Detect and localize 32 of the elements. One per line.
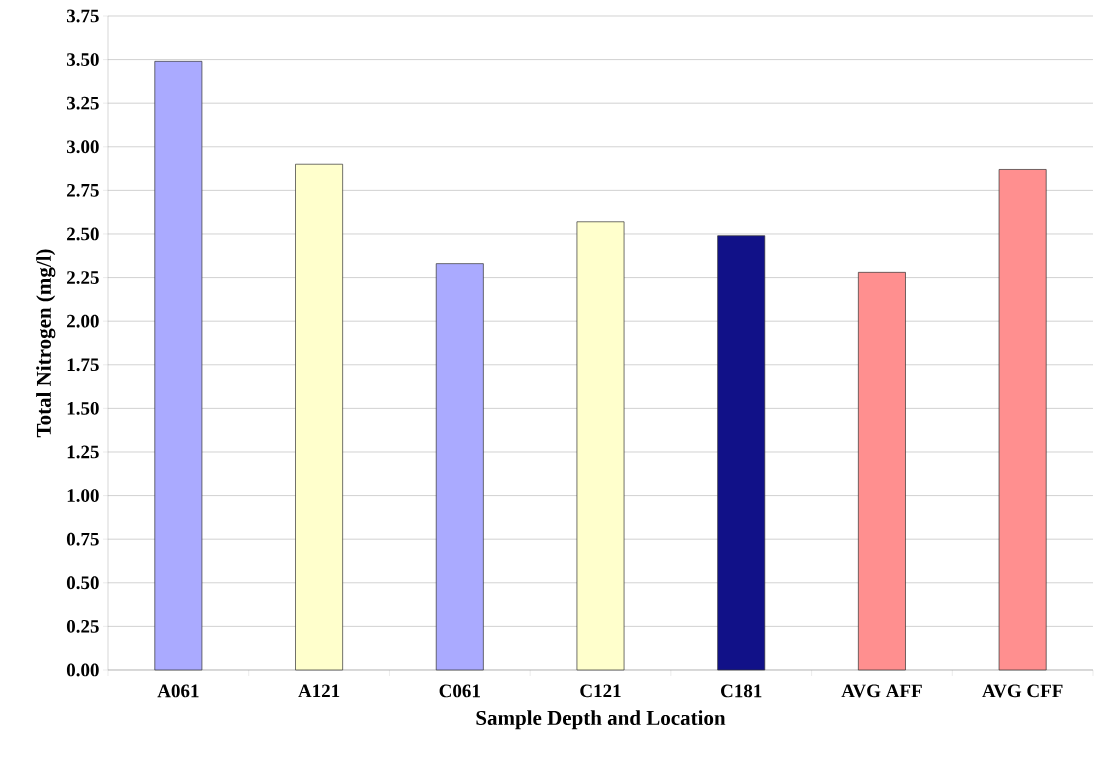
- bar: [717, 235, 766, 671]
- y-tick-label: 3.75: [66, 9, 99, 23]
- x-tick-label: A121: [298, 684, 340, 698]
- y-axis-title: Total Nitrogen (mg/l): [36, 249, 56, 438]
- x-tick-label: AVG AFF: [841, 684, 922, 698]
- x-tick-label: C121: [580, 684, 621, 698]
- bar: [998, 169, 1047, 671]
- y-tick-label: 3.25: [66, 96, 99, 110]
- y-tick-label: 0.25: [66, 619, 99, 633]
- y-tick-label: 0.50: [66, 576, 99, 590]
- x-tick-label: C181: [721, 684, 762, 698]
- bar: [576, 221, 625, 671]
- x-tick-label: C061: [439, 684, 480, 698]
- x-tick-label: A061: [157, 684, 199, 698]
- y-tick-label: 1.50: [67, 401, 99, 415]
- y-tick-label: 2.25: [67, 271, 99, 285]
- bar: [858, 272, 906, 671]
- bar: [295, 163, 343, 671]
- y-tick-label: 1.25: [67, 445, 99, 459]
- y-tick-label: 2.00: [67, 314, 99, 328]
- y-tick-label: 1.75: [67, 358, 99, 372]
- y-tick-label: 1.00: [67, 489, 99, 503]
- y-tick-label: 3.00: [66, 140, 99, 154]
- y-tick-label: 2.75: [67, 183, 99, 197]
- bar: [435, 263, 484, 671]
- y-tick-label: 0.00: [66, 663, 99, 677]
- y-tick-label: 0.75: [66, 532, 99, 546]
- y-tick-label: 3.50: [66, 53, 99, 67]
- bar: [154, 60, 203, 671]
- y-tick-label: 2.50: [67, 227, 99, 241]
- x-axis-title: Sample Depth and Location: [476, 710, 726, 730]
- x-tick-label: AVG CFF: [982, 684, 1063, 698]
